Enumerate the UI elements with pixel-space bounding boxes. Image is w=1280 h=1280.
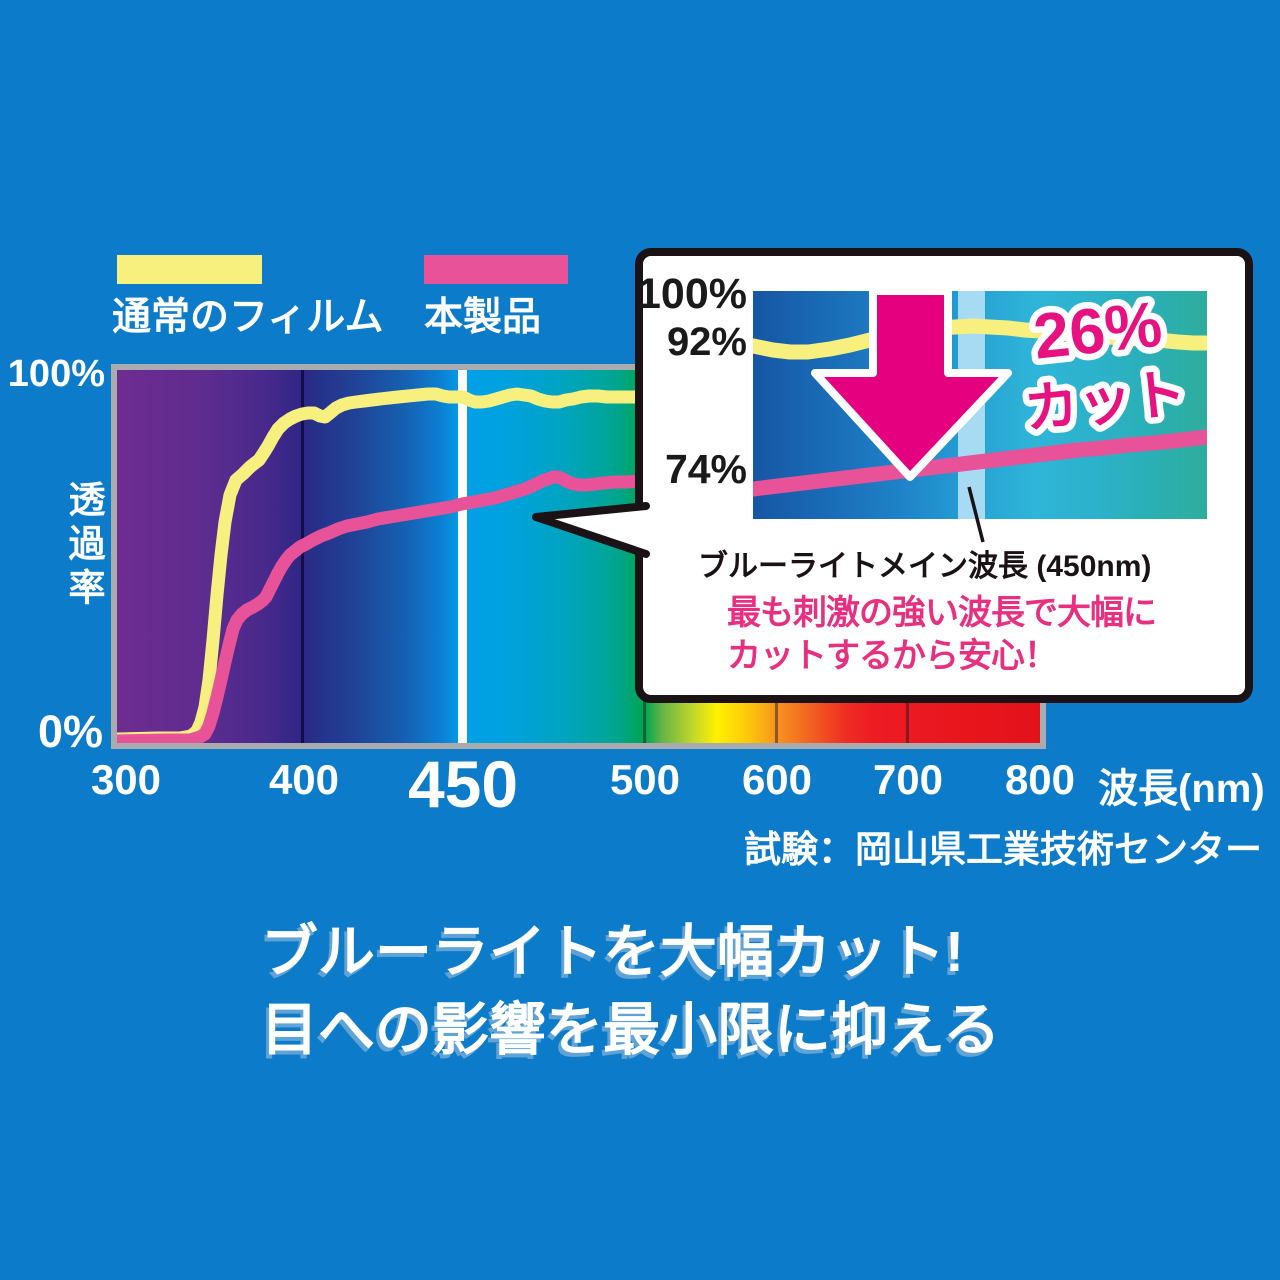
legend-label-product: 本製品 <box>424 296 542 339</box>
x-tick-300: 300 <box>90 756 162 803</box>
callout-pink-note-line2: カットするから安心！ <box>727 637 1058 675</box>
curve-product <box>117 470 648 743</box>
callout-normal-film-value: 92% <box>666 320 747 364</box>
marker-line-450nm <box>458 370 467 743</box>
legend-swatch-normal-film <box>117 255 262 284</box>
curve-normal-film <box>117 387 648 743</box>
x-tick-400: 400 <box>268 756 340 803</box>
callout-pink-note-line1: 最も刺激の強い波長で大幅に <box>727 594 1157 632</box>
headline-line2: 目への影響を最小限に抑える <box>261 998 1001 1062</box>
wavelength-note: ブルーライトメイン波長 (450nm) <box>698 550 1152 583</box>
x-tick-500: 500 <box>609 756 681 803</box>
x-tick-700: 700 <box>872 756 944 803</box>
x-tick-450-emphasized: 450 <box>407 747 519 821</box>
callout-zoom-chart-curves <box>753 291 1207 497</box>
mini-curve-normal-film <box>753 318 1207 360</box>
x-tick-600: 600 <box>741 756 813 803</box>
callout-product-value: 74% <box>664 446 747 492</box>
cut-percentage-badge: 26% カット 26% カット <box>1015 281 1195 446</box>
y-axis-title: 透過率 <box>63 480 104 612</box>
y-axis-min-label: 0% <box>37 706 103 757</box>
legend-label-normal-film: 通常のフィルム <box>112 296 384 339</box>
y-axis-max-label: 100% <box>7 353 105 395</box>
x-tick-800: 800 <box>1004 756 1076 803</box>
callout-zoom-chart <box>753 291 1207 519</box>
badge-cut-text: カット <box>1022 363 1189 440</box>
badge-26-text: 26% <box>1030 288 1165 373</box>
x-axis-unit-label: 波長(nm) <box>1098 767 1265 811</box>
gridline-400nm <box>301 370 304 743</box>
connector-line <box>967 486 985 543</box>
test-source-note: 試験：岡山県工業技術センター <box>744 829 1262 870</box>
callout-tail-shape <box>532 502 650 558</box>
callout-scale-100: 100% <box>637 270 747 318</box>
band-connector-line <box>967 486 985 543</box>
mini-curve-product <box>753 429 1207 497</box>
transmittance-curves <box>117 387 648 743</box>
legend-swatch-product <box>424 255 568 284</box>
headline-line1: ブルーライトを大幅カット! <box>261 920 964 984</box>
down-arrow-icon <box>811 291 1012 481</box>
callout-tail-pointer <box>532 502 650 558</box>
